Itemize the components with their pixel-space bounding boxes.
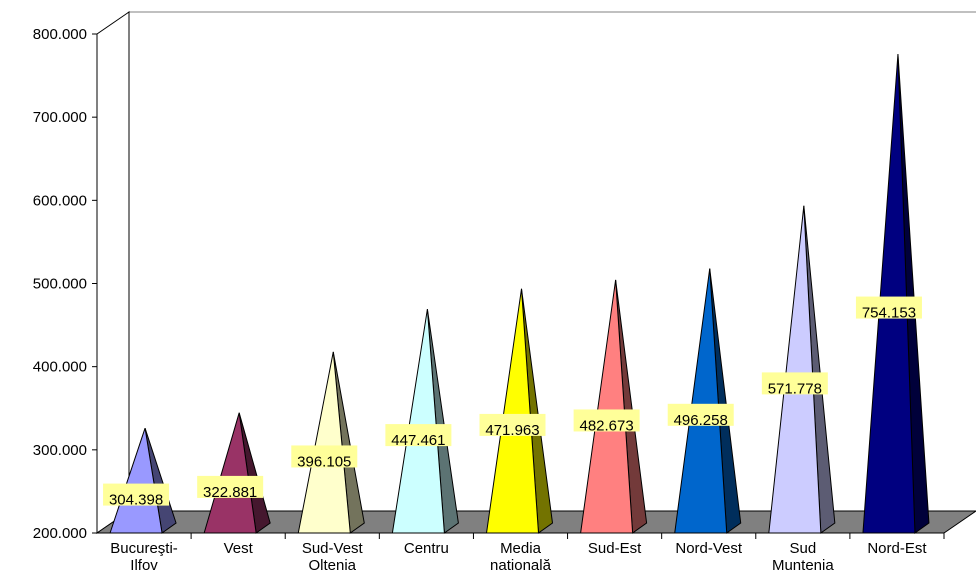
data-label-text: 571.778 <box>768 380 822 397</box>
data-labels: 304.398 322.881 396.105 447.461 471.963 482.6… <box>103 296 922 509</box>
bar-front-face <box>485 288 540 534</box>
data-label-text: 496.258 <box>674 412 728 429</box>
bar-pyramid <box>203 412 271 534</box>
category-label: Nord-Est <box>867 540 927 557</box>
bar-front-face <box>580 279 634 534</box>
bar-pyramid <box>485 288 554 534</box>
data-label-box <box>103 483 170 506</box>
bar-front-face <box>109 428 163 534</box>
data-label-box <box>291 445 358 468</box>
bar-pyramid <box>768 205 836 534</box>
data-label-text: 396.105 <box>297 453 351 470</box>
data-label: 396.105 <box>291 445 358 470</box>
bars <box>109 54 930 534</box>
side-wall <box>96 11 130 534</box>
y-tick-label: 600.000 <box>33 192 87 209</box>
y-tick-label: 700.000 <box>33 109 87 126</box>
data-label: 471.963 <box>479 413 546 439</box>
bar-front-face <box>674 268 728 534</box>
data-label-text: 322.881 <box>203 484 257 501</box>
data-label: 496.258 <box>667 403 734 429</box>
data-label-box <box>197 475 264 498</box>
bar-pyramid <box>109 428 177 534</box>
data-label-text: 482.673 <box>579 417 633 434</box>
y-tick-label: 500.000 <box>33 276 87 293</box>
data-label: 304.398 <box>103 483 170 509</box>
data-label-box <box>855 296 922 319</box>
data-label-text: 447.461 <box>391 432 445 449</box>
data-label: 322.881 <box>197 475 264 501</box>
y-tick-label: 800.000 <box>33 26 87 43</box>
data-label-text: 754.153 <box>862 305 916 322</box>
data-label: 447.461 <box>385 424 452 449</box>
category-label: Sud-Vest Oltenia <box>302 540 364 574</box>
bar-front-face <box>203 412 257 534</box>
category-label: Bucureşti-Ilfov <box>110 540 178 574</box>
bar-front-face <box>297 351 351 534</box>
category-label: Vest <box>224 540 254 557</box>
data-label: 571.778 <box>761 372 828 397</box>
bar-pyramid <box>391 309 459 534</box>
category-labels: Bucureşti-Ilfov Vest Sud-Vest Oltenia Centru… <box>110 533 945 574</box>
back-wall-outline <box>128 11 976 511</box>
y-tick-label: 200.000 <box>33 525 87 542</box>
category-label: Media natională <box>490 540 552 574</box>
data-label-box <box>667 403 734 426</box>
bar-pyramid <box>297 351 365 534</box>
category-label: Centru <box>404 540 449 557</box>
category-label: Nord-Vest <box>675 540 743 557</box>
bar-front-face <box>391 309 445 534</box>
category-label: Sud-Est <box>588 540 642 557</box>
data-label-text: 304.398 <box>109 492 163 509</box>
data-label-box <box>761 372 828 395</box>
data-label-text: 471.963 <box>485 422 539 439</box>
data-label-box <box>573 409 640 432</box>
data-label-box <box>479 413 546 436</box>
bar-front-face <box>862 54 916 534</box>
data-label: 754.153 <box>855 296 922 322</box>
y-axis-ticks: 200.000 300.000 400.000 500.000 600.000 700.0… <box>33 26 97 542</box>
data-label: 482.673 <box>573 409 640 434</box>
y-tick-label: 400.000 <box>33 359 87 376</box>
bar-pyramid <box>674 268 742 534</box>
data-label-box <box>385 424 452 447</box>
category-label: Sud Muntenia <box>772 540 834 574</box>
y-tick-label: 300.000 <box>33 442 87 459</box>
bar-pyramid <box>580 279 648 534</box>
bar-pyramid <box>862 54 930 534</box>
bar-front-face <box>768 205 822 534</box>
